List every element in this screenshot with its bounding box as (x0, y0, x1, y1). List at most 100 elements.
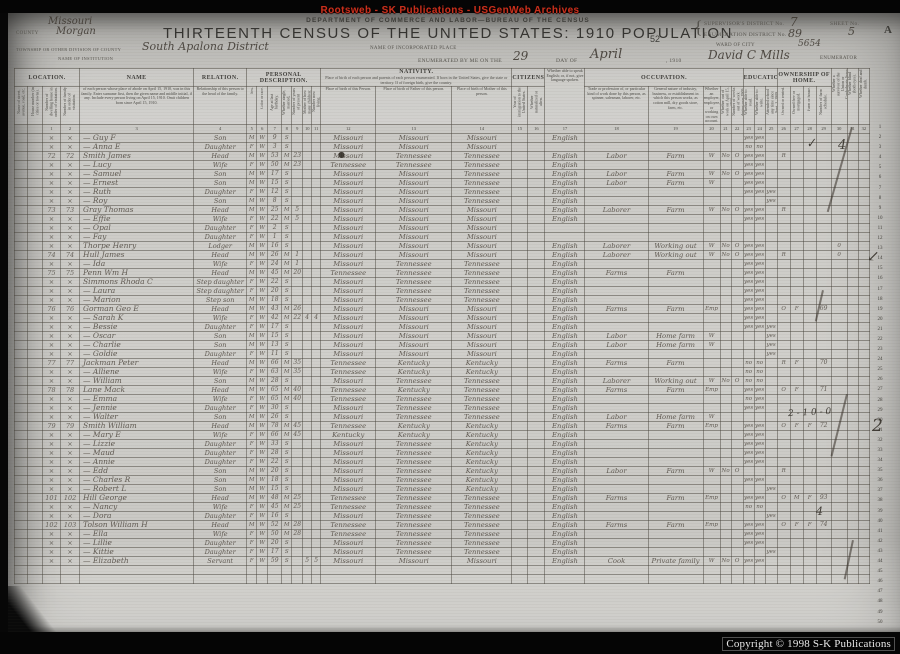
cell-fam: × (60, 411, 81, 422)
cell-as (764, 519, 778, 530)
census-row: × × — Opal Daughter F W 2 S Missouri Missouri Miss… (14, 222, 871, 233)
cell-cb (302, 366, 313, 377)
cell-na (527, 276, 546, 287)
cell-oc (584, 321, 649, 332)
cell-fh (802, 303, 817, 314)
cell-lg (544, 141, 586, 152)
cell-fh (802, 366, 817, 377)
cell-fb: Kentucky (375, 420, 453, 431)
cell-ag: 78 (267, 420, 283, 431)
county-label: COUNTY (16, 31, 39, 36)
cell-er (742, 546, 755, 557)
cell-na (527, 384, 546, 395)
cell-cls: Emp (702, 384, 721, 395)
cell-ag (267, 564, 283, 575)
cell-m2 (27, 285, 43, 296)
cell-cb (302, 429, 313, 440)
cell-er: yes (742, 555, 755, 566)
cell-cls (702, 258, 721, 269)
cell-cr: W (256, 249, 269, 260)
cell-cl (311, 465, 322, 476)
cell-name: — Lizzie (79, 438, 195, 449)
cell-mb: Missouri (451, 330, 513, 341)
cell-bl (846, 393, 859, 404)
cell-ew (753, 195, 766, 206)
cell-fb: Tennessee (375, 456, 453, 467)
cell-sx: M (246, 267, 258, 278)
cell-vt (830, 474, 848, 485)
state-value: Missouri (48, 16, 93, 27)
column-number: 13 (375, 123, 453, 134)
cell-fh (802, 474, 817, 485)
township-label: TOWNSHIP OR OTHER DIVISION OF COUNTY (16, 47, 122, 52)
cell-ind: Farm (647, 204, 704, 215)
cell-ho (776, 510, 791, 521)
margin-line-number: 14 (877, 256, 883, 262)
cell-ag: 66 (267, 429, 283, 440)
cell-fam: 102 (60, 492, 81, 503)
cell-ag: 15 (267, 177, 283, 188)
cell-bp: Tennessee (320, 519, 377, 530)
cell-yi (511, 483, 529, 494)
cell-cl (311, 573, 322, 584)
cell-oc (584, 564, 649, 575)
cell-cr: W (256, 177, 269, 188)
margin-line-number: 39 (877, 508, 883, 514)
cell-name: — Edd (79, 465, 195, 476)
cell-name: Tolson William H (79, 519, 195, 530)
cell-as (764, 429, 778, 440)
cell-m2 (27, 267, 43, 278)
cell-fm (789, 240, 804, 251)
cell-wk: O (730, 150, 744, 161)
cell-ho (776, 285, 791, 296)
cell-fam: × (60, 177, 81, 188)
cell-cr: W (256, 231, 269, 242)
cell-cb (302, 384, 313, 395)
cell-lg: English (544, 285, 586, 296)
cell-fh (802, 357, 817, 368)
cell-ow (719, 195, 732, 206)
cell-fm: F (789, 384, 804, 395)
cell-na (527, 222, 546, 233)
cell-dw: × (41, 456, 62, 467)
cell-cl (311, 258, 322, 269)
cell-cls (702, 456, 721, 467)
cell-df (857, 168, 871, 179)
cell-bl (846, 411, 859, 422)
cell-fam: × (60, 537, 81, 548)
cell-fb: Missouri (375, 312, 453, 323)
cell-er (742, 330, 755, 341)
cell-ym (291, 222, 304, 233)
cell-ow (719, 528, 732, 539)
cell-m2 (27, 546, 43, 557)
col-group-citizenship: CITIZENSHIP. (511, 67, 546, 88)
enumeration-district-label: ENUMERATION DISTRICT No. (704, 32, 787, 38)
cell-rel: Daughter (193, 348, 248, 359)
cell-na (527, 564, 546, 575)
cell-sx: F (246, 231, 258, 242)
cell-cb (302, 519, 313, 530)
cell-m1 (14, 168, 28, 179)
cell-dw (41, 573, 62, 584)
col-header-children-born: Mother of how many children: number born… (302, 86, 313, 125)
cell-mb: Missouri (451, 339, 513, 350)
cell-lg: English (544, 519, 586, 530)
cell-ow (719, 447, 732, 458)
cell-m1 (14, 159, 28, 170)
cell-ew: yes (753, 276, 766, 287)
cell-er: no (742, 357, 755, 368)
cell-cls: W (702, 465, 721, 476)
cell-m1 (14, 177, 28, 188)
cell-ho (776, 429, 791, 440)
cell-na (527, 168, 546, 179)
col-header-read: Whether able to read. (742, 86, 755, 125)
cell-yi (511, 447, 529, 458)
cell-name: Smith William (79, 420, 195, 431)
cell-mr: S (281, 483, 293, 494)
cell-mr: M (281, 303, 293, 314)
cell-fh (802, 546, 817, 557)
census-row (14, 573, 871, 584)
cell-as (764, 357, 778, 368)
cell-df (857, 141, 871, 152)
cell-yi (511, 564, 529, 575)
